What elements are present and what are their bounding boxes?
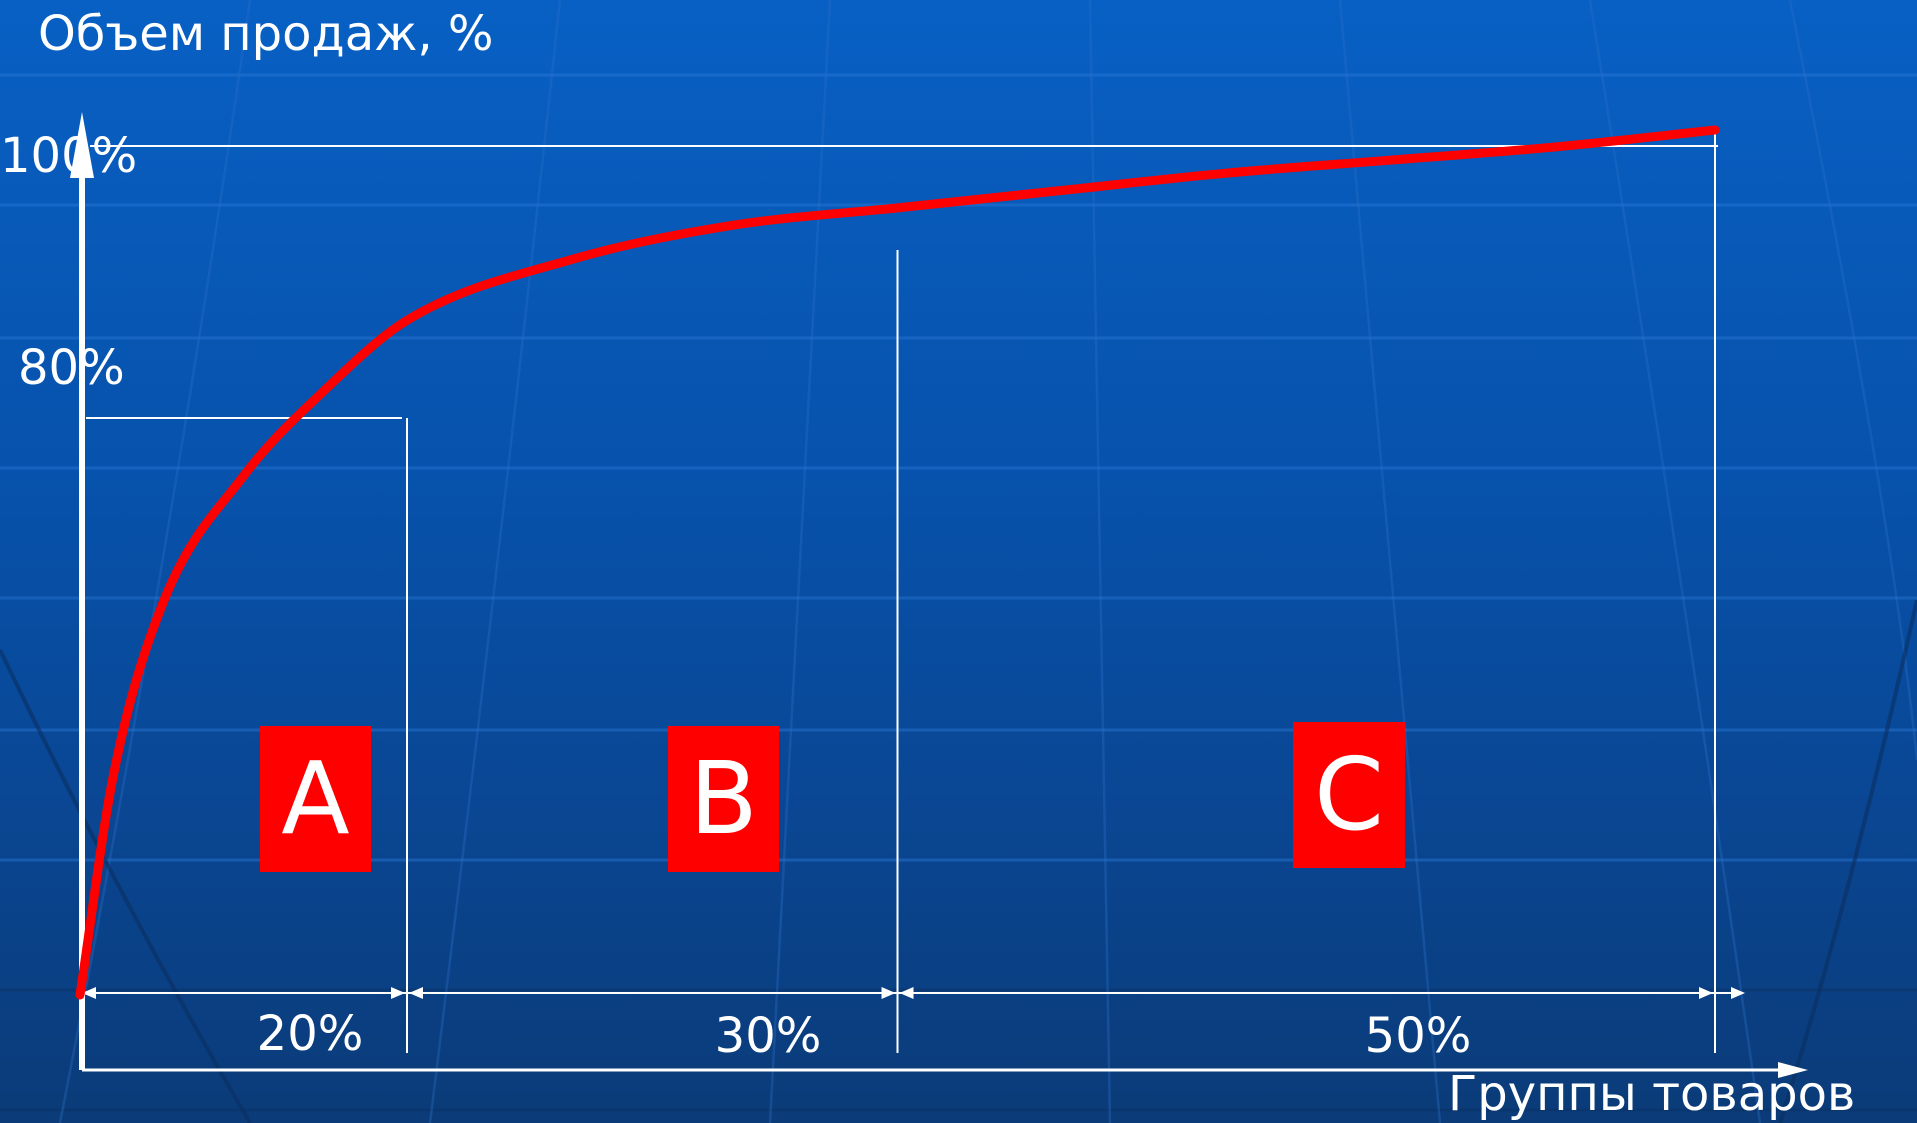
axes <box>70 112 1808 1078</box>
class-a-box: A <box>260 726 371 872</box>
dimension-arrow-icon <box>82 987 96 999</box>
background-grid-meridian <box>428 0 562 1123</box>
cumulative-sales-curve <box>75 125 1720 1000</box>
background-arc <box>0 649 252 1123</box>
background-grid-meridian <box>1088 0 1112 1123</box>
segment-label-50: 50% <box>1364 1008 1472 1064</box>
background-arc <box>1778 599 1917 1123</box>
x-axis-arrow-icon <box>1778 1062 1808 1078</box>
x-axis-title: Группы товаров <box>1448 1066 1856 1122</box>
segment-label-30: 30% <box>714 1008 822 1064</box>
dimension-arrow-icon <box>409 987 423 999</box>
class-b-box: B <box>668 726 779 872</box>
segment-label-20: 20% <box>256 1006 364 1062</box>
dimension-arrow-icon <box>881 987 896 999</box>
dimension-arrow-icon <box>391 987 405 999</box>
y-tick-80: 80% <box>18 340 125 396</box>
background-grid-meridian <box>1788 0 1917 761</box>
dimension-arrow-icon <box>1731 987 1745 999</box>
y-axis-arrow-icon <box>70 112 94 178</box>
y-tick-100: 100% <box>0 128 138 184</box>
background-grid-meridian <box>1588 0 1762 1123</box>
background-grid-meridian <box>58 0 252 1123</box>
background-grid-meridian <box>768 0 832 1123</box>
dimension-arrow-icon <box>899 987 914 999</box>
class-c-box: C <box>1293 722 1405 868</box>
y-axis-title: Объем продаж, % <box>38 6 494 62</box>
dimension-arrow-icon <box>1699 987 1713 999</box>
background-grid-dark <box>0 988 1917 1112</box>
